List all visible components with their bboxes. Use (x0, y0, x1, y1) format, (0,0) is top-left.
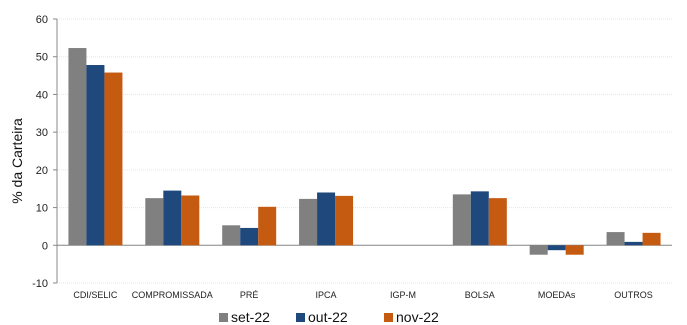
bar-nov-22-2 (258, 206, 277, 246)
category-label: IPCA (316, 290, 337, 300)
category-label: CDI/SELIC (73, 290, 118, 300)
legend-item: nov-22 (384, 309, 439, 325)
category-label: OUTROS (614, 290, 653, 300)
bar-set-22-3 (299, 198, 318, 246)
category-labels: CDI/SELIC COMPROMISSADA PRÉ IPCA IGP-M BOLSA M… (73, 290, 652, 300)
bar-set-22-1 (145, 198, 164, 246)
y-tick-label: 10 (36, 203, 48, 215)
bar-out-22-5 (470, 191, 489, 246)
y-tick-label: 30 (36, 127, 48, 139)
bar-out-22-7 (624, 241, 643, 246)
legend-swatch (219, 313, 228, 322)
bar-set-22-0 (68, 48, 87, 246)
bars (68, 48, 661, 255)
legend-swatch (384, 313, 393, 322)
category-label: IGP-M (390, 290, 416, 300)
y-axis-label: % da Carteira (9, 118, 25, 204)
category-label: MOEDAs (538, 290, 576, 300)
bar-out-22-6 (547, 245, 566, 251)
y-axis-ticks: -10 0 10 20 30 40 50 60 (32, 14, 57, 290)
legend-item: set-22 (219, 309, 270, 325)
legend-label: nov-22 (396, 309, 439, 325)
category-label: BOLSA (465, 290, 495, 300)
bar-set-22-2 (222, 225, 241, 246)
y-tick-label: 0 (42, 240, 48, 252)
bar-set-22-5 (452, 194, 471, 246)
y-tick-label: 20 (36, 165, 48, 177)
y-tick-label: -10 (32, 278, 48, 290)
bar-nov-22-3 (335, 195, 354, 246)
y-tick-label: 50 (36, 52, 48, 64)
y-tick-label: 60 (36, 14, 48, 26)
bar-nov-22-7 (642, 232, 661, 246)
legend-swatch (296, 313, 305, 322)
legend: set-22 out-22 nov-22 (219, 309, 439, 325)
y-tick-label: 40 (36, 89, 48, 101)
legend-label: set-22 (231, 309, 270, 325)
bar-nov-22-1 (181, 195, 200, 246)
bar-nov-22-6 (565, 245, 584, 255)
category-label: PRÉ (240, 290, 259, 300)
legend-label: out-22 (308, 309, 348, 325)
bar-nov-22-5 (488, 198, 507, 246)
bar-set-22-6 (529, 245, 548, 255)
bar-out-22-0 (86, 65, 105, 246)
bar-out-22-2 (240, 227, 259, 246)
legend-item: out-22 (296, 309, 348, 325)
bar-out-22-3 (317, 192, 336, 246)
bar-out-22-1 (163, 190, 182, 246)
bar-set-22-7 (606, 232, 625, 246)
bar-nov-22-0 (104, 72, 123, 246)
category-label: COMPROMISSADA (132, 290, 213, 300)
